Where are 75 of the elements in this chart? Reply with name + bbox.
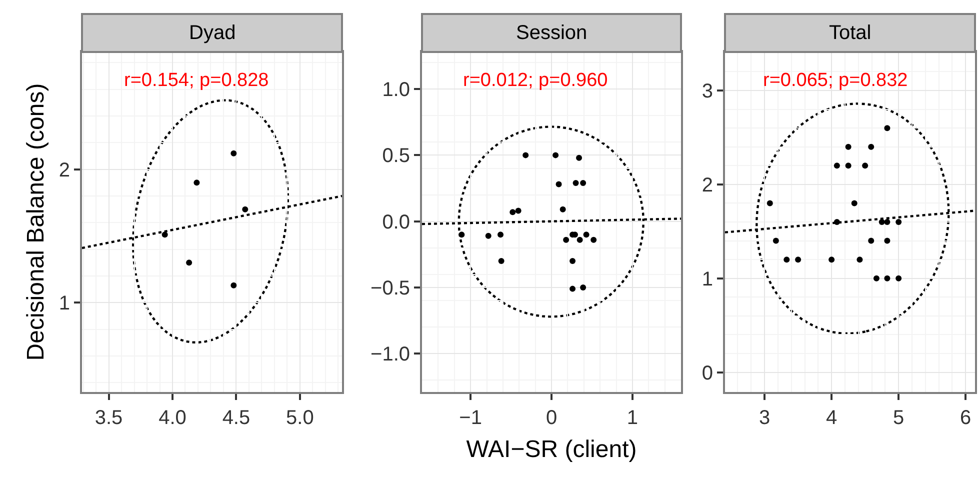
point [186, 260, 192, 266]
point [485, 232, 492, 239]
point [845, 162, 852, 169]
x-tick-label: 0 [546, 407, 558, 429]
point [194, 180, 200, 186]
point [766, 200, 773, 206]
point [580, 284, 586, 290]
point [576, 236, 583, 243]
y-tick-label: −1.0 [370, 344, 410, 366]
point [230, 150, 237, 156]
x-tick-label: 4.0 [158, 407, 186, 429]
point [498, 258, 504, 264]
x-axis-title: WAI−SR (client) [466, 436, 637, 463]
point [458, 232, 465, 238]
point [828, 256, 835, 263]
annotation: r=0.154; p=0.828 [124, 70, 269, 91]
point [572, 180, 579, 186]
point [515, 208, 522, 214]
point [772, 238, 779, 244]
chart-title: Dyad [189, 22, 236, 44]
x-tick-label: 4.5 [222, 407, 250, 429]
point [230, 282, 237, 288]
x-tick-label: 5.0 [286, 407, 314, 429]
y-tick-label: 1 [702, 268, 713, 290]
x-tick-label: 1 [626, 407, 638, 429]
point [162, 232, 168, 238]
point [868, 144, 874, 150]
point [498, 232, 504, 238]
point [242, 206, 248, 212]
point [590, 236, 597, 243]
annotation: r=0.012; p=0.960 [463, 70, 608, 91]
point [560, 206, 566, 212]
point [570, 286, 576, 292]
point [845, 144, 852, 150]
point [552, 152, 559, 158]
x-tick-label: 4 [826, 407, 838, 429]
x-tick-label: −1 [459, 407, 482, 429]
y-tick-label: −0.5 [370, 277, 410, 300]
point [563, 236, 570, 243]
point [556, 181, 562, 188]
x-tick-label: 5 [893, 407, 904, 429]
y-tick-label: 0.5 [382, 145, 410, 168]
y-axis-title: Decisional Balance (cons) [22, 83, 50, 361]
point [868, 238, 874, 244]
point [856, 256, 863, 263]
point [862, 162, 868, 169]
point [884, 238, 890, 244]
point [580, 180, 586, 186]
y-tick-label: 0.0 [382, 211, 410, 234]
point [873, 275, 880, 282]
x-tick-label: 3.5 [94, 407, 123, 429]
y-tick-label: 2 [58, 159, 70, 182]
x-tick-label: 6 [960, 407, 972, 429]
point [834, 162, 840, 169]
point [884, 219, 890, 225]
point [576, 154, 582, 161]
x-tick-label: 3 [758, 407, 770, 429]
annotation: r=0.065; p=0.832 [763, 70, 908, 91]
point [522, 152, 529, 158]
point [896, 275, 902, 282]
point [884, 275, 890, 282]
chart-title: Total [829, 22, 872, 44]
y-tick-label: 1.0 [382, 79, 410, 102]
point [896, 219, 902, 225]
point [784, 256, 790, 263]
point [884, 125, 890, 132]
point [583, 232, 590, 238]
y-tick-label: 2 [702, 174, 713, 196]
point [795, 256, 802, 263]
point [570, 258, 576, 264]
point [510, 209, 516, 216]
point [851, 200, 858, 206]
chart-title: Session [516, 22, 588, 44]
y-tick-label: 0 [702, 362, 713, 384]
y-tick-label: 3 [702, 80, 713, 103]
